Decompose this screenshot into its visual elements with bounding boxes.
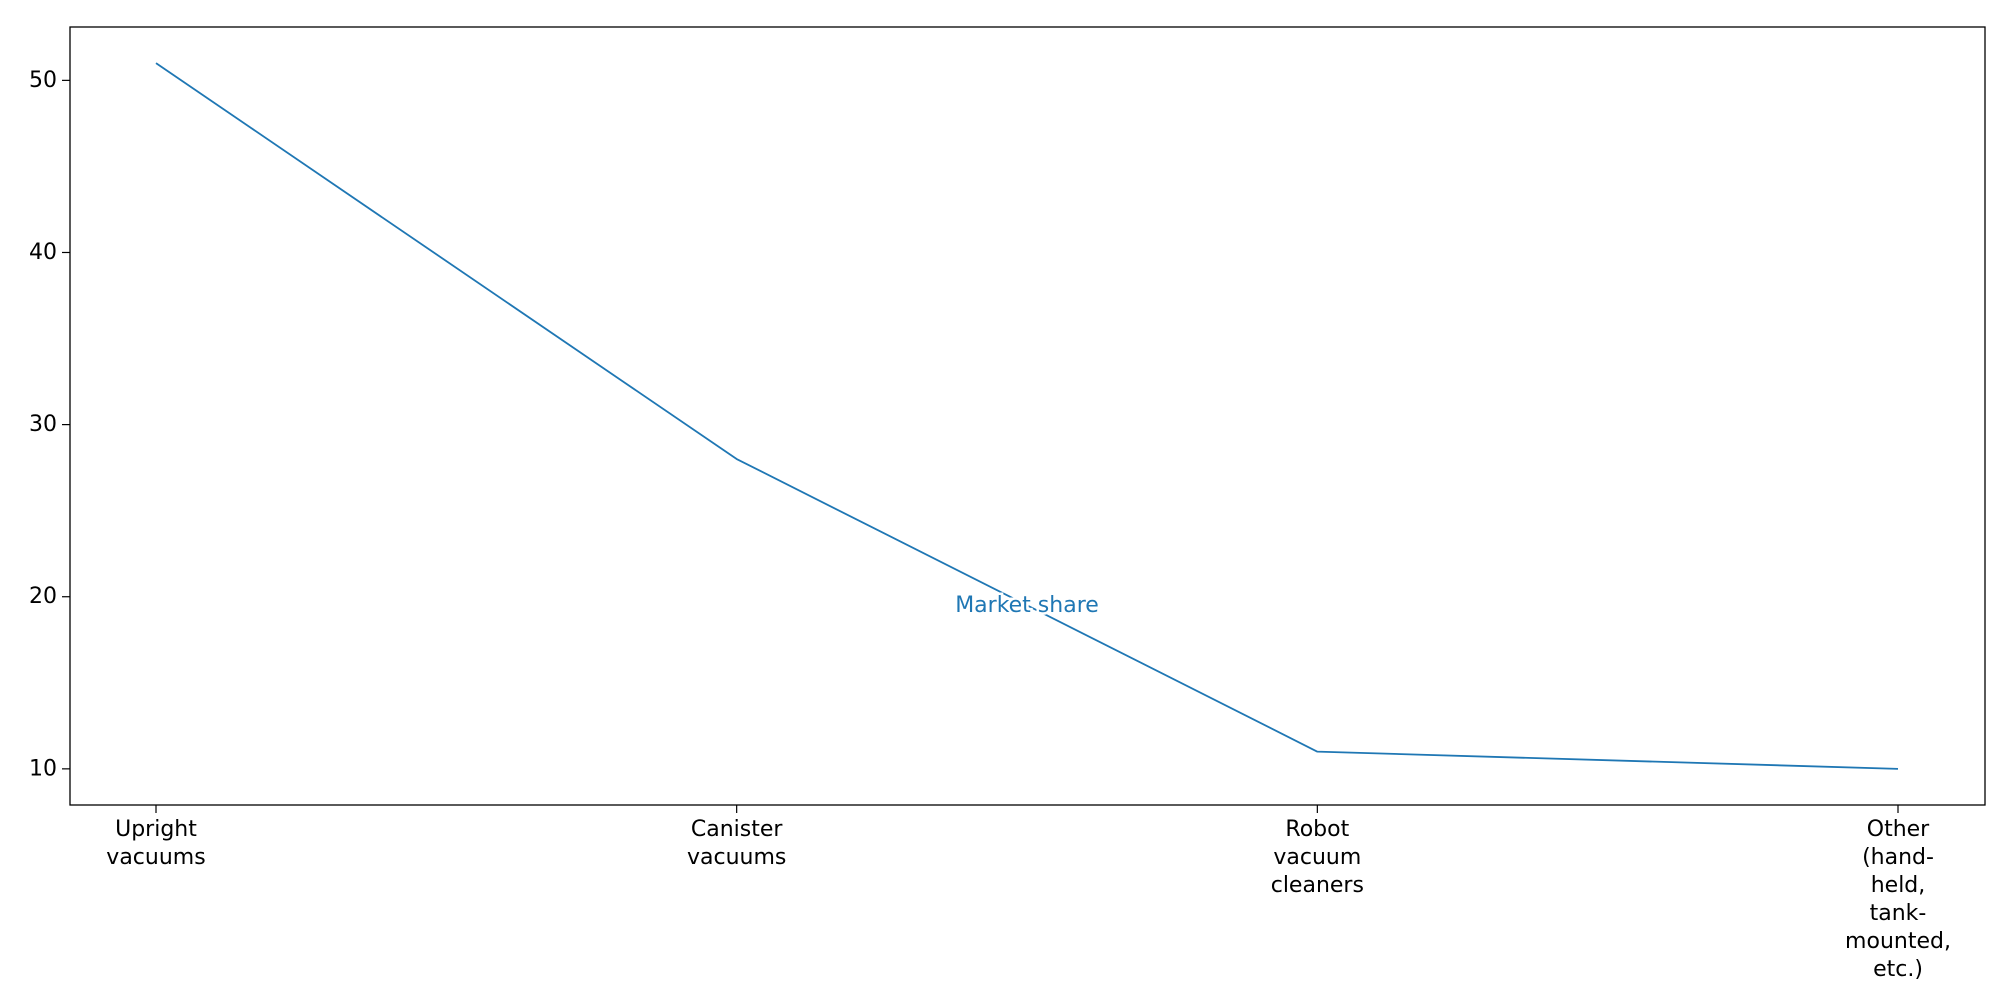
axis-ticks: 10 20 30 40 50 Upright vacuums Canister vacuums R… <box>29 68 1951 982</box>
y-tick-label: 30 <box>29 412 57 437</box>
series-layer <box>155 62 1899 770</box>
y-tick-label: 50 <box>29 68 57 93</box>
x-tick-label-line: (hand- <box>1862 845 1934 870</box>
x-tick-label-line: vacuum <box>1273 845 1361 870</box>
x-tick-label-line: tank- <box>1870 901 1927 926</box>
x-tick-label-line: held, <box>1871 873 1926 898</box>
y-tick-label: 40 <box>29 240 57 265</box>
y-tick-label: 10 <box>29 756 57 781</box>
y-tick-label: 20 <box>29 584 57 609</box>
x-tick-label-line: vacuums <box>106 845 205 870</box>
x-tick-label: Robot vacuum cleaners <box>1271 817 1364 898</box>
x-tick-label: Other (hand-held, tank-mounted, etc.) <box>1845 817 1951 982</box>
x-tick-label-line: mounted, <box>1845 929 1951 954</box>
x-tick-label-line: cleaners <box>1271 873 1364 898</box>
x-tick-label: Canister vacuums <box>687 817 786 870</box>
annotation-layer: Market share <box>953 590 1102 620</box>
x-tick-label-line: etc.) <box>1873 957 1923 982</box>
x-tick-label-line: vacuums <box>687 845 786 870</box>
series-inline-label: Market share <box>955 593 1099 618</box>
x-tick-label-line: Robot <box>1285 817 1349 842</box>
x-tick-label-line: Canister <box>691 817 784 842</box>
x-tick-label-line: Upright <box>115 817 197 842</box>
x-tick-label: Upright vacuums <box>106 817 205 870</box>
plot-area-frame <box>69 26 1986 806</box>
x-tick-label-line: Other <box>1867 817 1930 842</box>
series-line <box>155 62 1899 770</box>
